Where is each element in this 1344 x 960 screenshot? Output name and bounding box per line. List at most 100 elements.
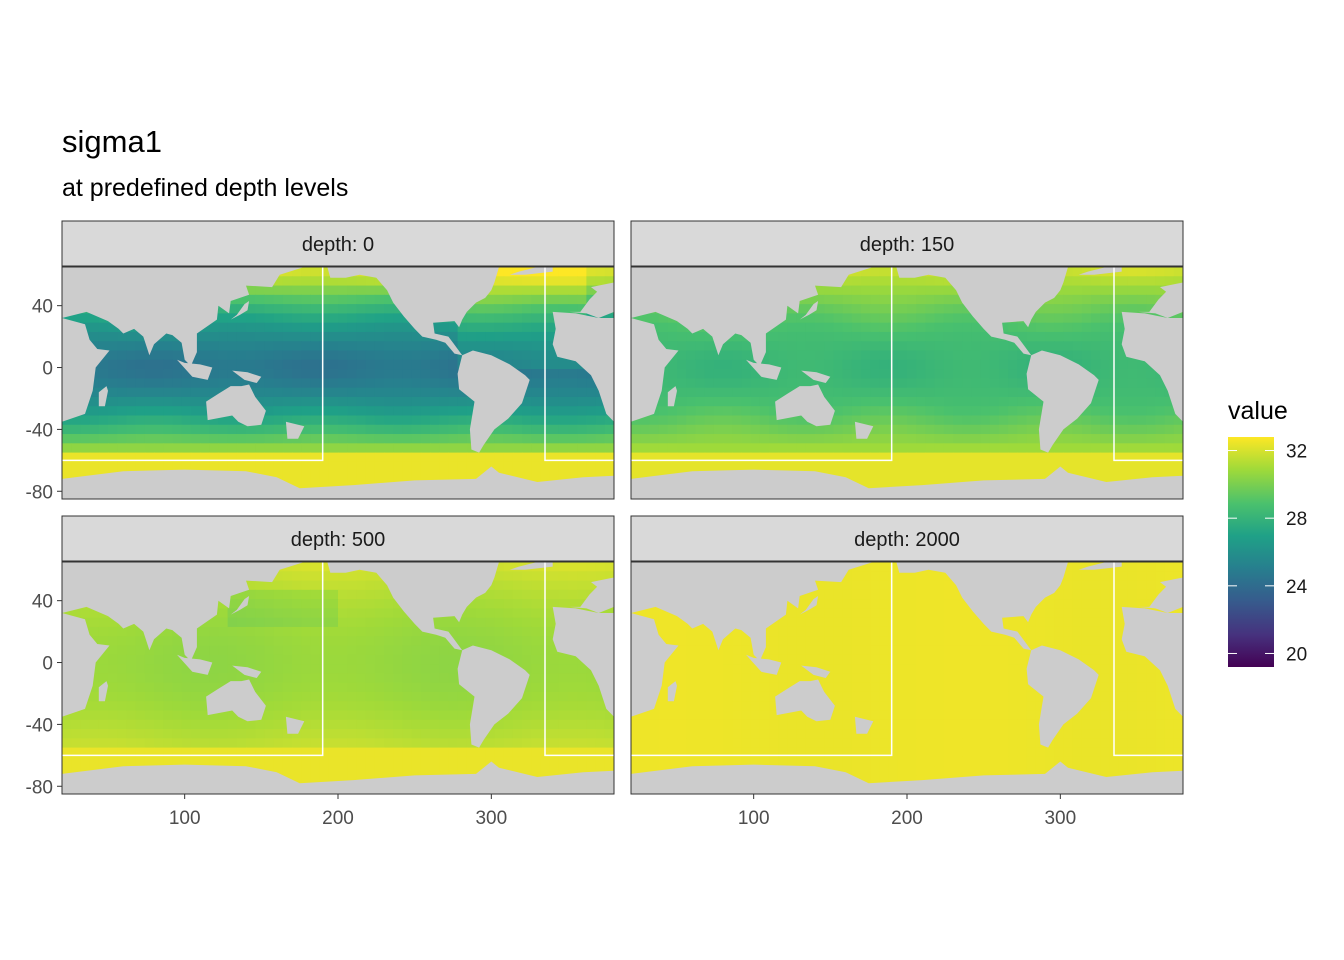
heat-cell	[824, 331, 834, 342]
heat-cell	[172, 452, 183, 463]
heat-cell	[209, 626, 219, 637]
heat-cell	[503, 617, 514, 628]
heat-cell	[71, 424, 81, 435]
heat-cell	[888, 276, 899, 287]
heat-cell	[787, 313, 798, 324]
heat-cell	[1008, 322, 1018, 333]
heat-cell	[796, 350, 807, 361]
heat-cell	[310, 331, 321, 342]
heat-cell	[494, 341, 505, 352]
heat-cell	[649, 424, 660, 435]
heat-cell	[71, 747, 81, 758]
heat-cell	[108, 415, 118, 426]
heat-cell	[448, 729, 459, 739]
heat-cell	[741, 369, 752, 379]
heat-cell	[741, 406, 752, 417]
heat-cell	[236, 729, 247, 739]
heat-cell	[631, 434, 641, 444]
heat-cell	[181, 461, 192, 472]
heat-cell	[310, 775, 321, 786]
heat-cell	[741, 424, 752, 435]
heat-cell	[1137, 406, 1147, 417]
heat-cell	[301, 350, 311, 361]
heat-cell	[181, 747, 192, 758]
heat-cell	[586, 766, 597, 777]
heat-cell	[1091, 313, 1101, 324]
heat-cell	[439, 756, 449, 767]
heat-cell	[71, 313, 81, 324]
panel-border	[630, 266, 1184, 500]
heat-cell	[319, 719, 330, 730]
heat-cell	[466, 461, 477, 472]
heat-cell	[273, 434, 284, 444]
heat-cell	[1155, 387, 1166, 398]
heat-cell	[209, 664, 219, 674]
heat-cell	[577, 415, 587, 426]
heat-cell	[71, 738, 81, 749]
heat-cell	[282, 359, 293, 370]
heat-cell	[89, 396, 100, 407]
heat-cell	[1063, 294, 1074, 305]
heat-cell	[227, 599, 238, 609]
heat-cell	[595, 276, 606, 287]
heat-cell	[677, 415, 687, 426]
heat-cell	[181, 452, 192, 463]
heat-cell	[704, 452, 715, 463]
heat-cell	[1081, 415, 1092, 426]
heat-cell	[172, 434, 183, 444]
heat-cell	[365, 571, 376, 582]
heat-cell	[126, 654, 137, 665]
heat-cell	[264, 580, 275, 591]
heat-cell	[310, 710, 321, 721]
heat-cell	[531, 617, 541, 628]
heat-cell	[255, 608, 265, 619]
heat-cell	[1035, 608, 1046, 619]
heat-cell	[759, 406, 770, 417]
heat-cell	[402, 766, 413, 777]
heat-cell	[154, 406, 164, 417]
heat-cell	[439, 691, 449, 702]
heat-cell	[264, 406, 275, 417]
heat-cell	[558, 589, 569, 600]
heat-cell	[411, 471, 422, 482]
heat-cell	[181, 729, 192, 739]
heat-cell	[89, 461, 100, 472]
heat-cell	[805, 331, 816, 342]
heat-cell	[310, 626, 321, 637]
heat-cell	[512, 359, 523, 370]
heat-cell	[255, 738, 265, 749]
heat-cell	[282, 387, 293, 398]
heat-cell	[227, 673, 238, 684]
heat-cell	[209, 747, 219, 758]
heat-cell	[658, 461, 669, 472]
heat-cell	[365, 710, 376, 721]
heat-cell	[925, 359, 936, 370]
heat-cell	[658, 313, 669, 324]
heat-cell	[1091, 580, 1101, 591]
heat-cell	[163, 664, 173, 674]
heat-cell	[925, 406, 936, 417]
heat-cell	[1063, 580, 1074, 591]
heat-cell	[292, 396, 302, 407]
heat-cell	[999, 443, 1009, 454]
heat-cell	[246, 285, 256, 296]
heat-cell	[558, 691, 569, 702]
heat-cell	[356, 331, 367, 342]
heat-cell	[586, 673, 597, 684]
heat-cell	[273, 359, 284, 370]
heat-cell	[667, 443, 678, 454]
heat-cell	[833, 415, 844, 426]
heat-cell	[448, 452, 459, 463]
heat-cell	[815, 424, 825, 435]
heat-cell	[577, 664, 587, 674]
heat-cell	[384, 415, 394, 426]
heat-cell	[1063, 452, 1074, 463]
heat-cell	[62, 719, 72, 730]
heat-cell	[457, 322, 468, 333]
heat-cell	[338, 341, 348, 352]
heat-cell	[338, 369, 348, 379]
heat-cell	[667, 406, 678, 417]
heat-cell	[319, 276, 330, 287]
heat-cell	[448, 406, 459, 417]
heat-cell	[264, 673, 275, 684]
